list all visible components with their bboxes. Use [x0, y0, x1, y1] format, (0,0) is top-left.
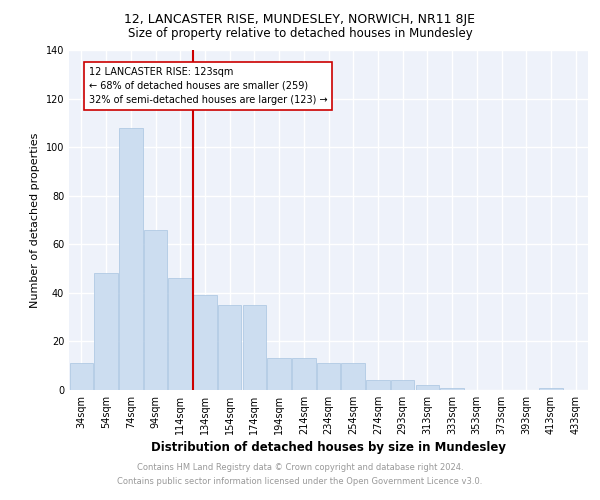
- Bar: [193, 296, 217, 390]
- Bar: [268, 358, 291, 390]
- Bar: [440, 388, 464, 390]
- Text: 12, LANCASTER RISE, MUNDESLEY, NORWICH, NR11 8JE: 12, LANCASTER RISE, MUNDESLEY, NORWICH, …: [125, 12, 476, 26]
- Bar: [317, 364, 340, 390]
- Bar: [366, 380, 389, 390]
- Text: Size of property relative to detached houses in Mundesley: Size of property relative to detached ho…: [128, 28, 472, 40]
- Bar: [391, 380, 415, 390]
- X-axis label: Distribution of detached houses by size in Mundesley: Distribution of detached houses by size …: [151, 441, 506, 454]
- Bar: [119, 128, 143, 390]
- Bar: [341, 364, 365, 390]
- Bar: [144, 230, 167, 390]
- Bar: [292, 358, 316, 390]
- Bar: [242, 305, 266, 390]
- Bar: [539, 388, 563, 390]
- Y-axis label: Number of detached properties: Number of detached properties: [30, 132, 40, 308]
- Bar: [218, 305, 241, 390]
- Bar: [70, 364, 93, 390]
- Text: Contains HM Land Registry data © Crown copyright and database right 2024.: Contains HM Land Registry data © Crown c…: [137, 464, 463, 472]
- Bar: [416, 385, 439, 390]
- Text: Contains public sector information licensed under the Open Government Licence v3: Contains public sector information licen…: [118, 477, 482, 486]
- Text: 12 LANCASTER RISE: 123sqm
← 68% of detached houses are smaller (259)
32% of semi: 12 LANCASTER RISE: 123sqm ← 68% of detac…: [89, 67, 328, 105]
- Bar: [169, 278, 192, 390]
- Bar: [94, 274, 118, 390]
